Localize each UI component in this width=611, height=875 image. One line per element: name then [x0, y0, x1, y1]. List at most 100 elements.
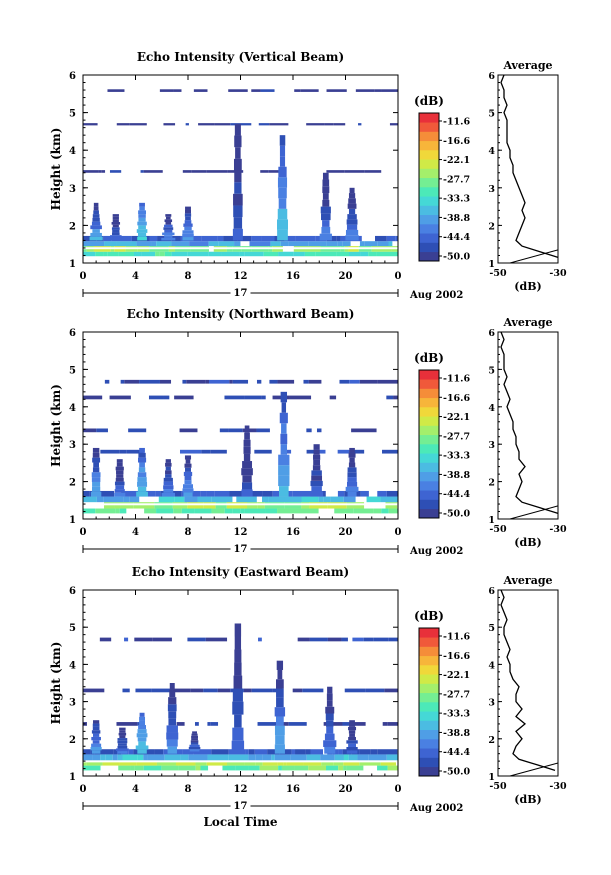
heatmap-cell: [129, 123, 147, 126]
average-profile-line: [500, 331, 559, 515]
heatmap-cell: [124, 637, 129, 642]
heatmap-burst: [114, 481, 125, 486]
heatmap-cell: [180, 754, 189, 761]
heatmap-cell: [227, 760, 245, 766]
colorbar-tick-label: -38.8: [443, 470, 470, 481]
heatmap-burst: [110, 235, 122, 238]
heatmap-cell: [260, 89, 275, 92]
heatmap-cell: [264, 502, 285, 509]
heatmap-cell: [117, 754, 123, 761]
heatmap-cell: [357, 754, 369, 761]
heatmap-cell: [229, 490, 245, 497]
heatmap-cell: [278, 765, 282, 771]
heatmap-cell: [205, 637, 228, 642]
heatmap-cell: [254, 449, 272, 454]
heatmap-burst: [348, 730, 356, 734]
heatmap-burst: [234, 135, 242, 148]
average-profile-line: [500, 589, 556, 772]
heatmap-cell: [134, 765, 144, 771]
heatmap-cell: [210, 722, 219, 726]
colorbar-tick-label: -22.1: [443, 155, 470, 166]
heatmap-burst: [192, 731, 197, 734]
average-y-tick-label: 6: [488, 71, 495, 82]
heatmap-cell: [326, 765, 339, 771]
heatmap-burst: [137, 729, 147, 734]
heatmap-cell: [389, 123, 398, 126]
heatmap-burst: [112, 219, 119, 223]
heatmap-cell: [103, 251, 108, 257]
colorbar-tick-label: -27.7: [443, 174, 470, 185]
heatmap-burst: [346, 219, 358, 225]
heatmap-cell: [279, 749, 292, 755]
average-y-tick-label: 2: [488, 478, 495, 489]
heatmap-cell: [251, 688, 273, 693]
heatmap-cell: [109, 170, 122, 173]
heatmap-cell: [206, 490, 215, 497]
heatmap-cell: [342, 722, 354, 726]
heatmap-burst: [347, 214, 357, 220]
heatmap-cell: [156, 241, 172, 247]
colorbar-swatch: [419, 748, 439, 758]
y-tick-label: 1: [69, 772, 76, 783]
heatmap-cell: [232, 379, 249, 384]
colorbar-swatch: [419, 462, 439, 473]
colorbar-swatch: [419, 159, 439, 169]
heatmap-gap: [83, 247, 398, 250]
heatmap-cell: [370, 749, 378, 755]
heatmap-burst: [139, 720, 146, 726]
date-label-bg: [230, 799, 251, 809]
heatmap-cell: [105, 754, 113, 761]
heatmap-cell: [377, 241, 389, 247]
heatmap-cell: [175, 760, 196, 766]
heatmap-burst: [111, 232, 120, 236]
heatmap-burst: [165, 466, 171, 471]
heatmap-cell: [197, 496, 212, 503]
heatmap-cell: [194, 722, 199, 726]
date-label-bg: [230, 286, 251, 296]
heatmap-burst: [138, 225, 146, 230]
average-frame: [497, 589, 559, 777]
heatmap-cell: [206, 760, 228, 766]
colorbar-swatch: [419, 637, 439, 647]
heatmap-burst: [312, 465, 321, 471]
average-x-tick-label: -30: [549, 781, 567, 792]
heatmap-burst: [161, 492, 176, 497]
heatmap-cell: [83, 760, 87, 766]
heatmap-burst: [276, 697, 284, 708]
heatmap-cell: [262, 496, 269, 503]
heatmap-burst: [326, 720, 334, 727]
y-tick-label: 1: [69, 259, 76, 270]
heatmap-cell: [247, 502, 258, 509]
x-tick-label: 4: [132, 784, 139, 795]
heatmap-cell: [278, 722, 289, 726]
colorbar-swatch: [419, 711, 439, 721]
heatmap-burst: [116, 462, 123, 467]
heatmap-cell: [262, 760, 278, 766]
heatmap-cell: [224, 508, 233, 514]
heatmap-cell: [244, 490, 263, 497]
heatmap-burst: [348, 208, 356, 215]
heatmap-burst: [91, 730, 101, 734]
colorbar-swatch: [419, 508, 439, 519]
heatmap-cell: [129, 496, 140, 503]
x-tick-label: 0: [80, 527, 87, 538]
heatmap-burst: [117, 751, 128, 754]
heatmap-burst: [233, 193, 243, 206]
heatmap-cell: [177, 749, 183, 755]
heatmap-burst: [311, 470, 322, 476]
heatmap-burst: [164, 229, 173, 233]
heatmap-burst: [168, 711, 177, 719]
heatmap-cell: [217, 235, 224, 242]
heatmap-burst: [139, 716, 146, 721]
heatmap-cell: [334, 754, 344, 761]
average-y-tick-label: 4: [488, 146, 495, 157]
heatmap-burst: [326, 693, 333, 701]
heatmap-burst: [348, 743, 356, 747]
heatmap-cell: [104, 241, 117, 247]
heatmap-cell: [257, 502, 265, 509]
heatmap-cell: [243, 688, 252, 693]
heatmap-burst: [349, 723, 356, 727]
heatmap-burst: [91, 750, 101, 754]
average-frame: [497, 331, 559, 520]
